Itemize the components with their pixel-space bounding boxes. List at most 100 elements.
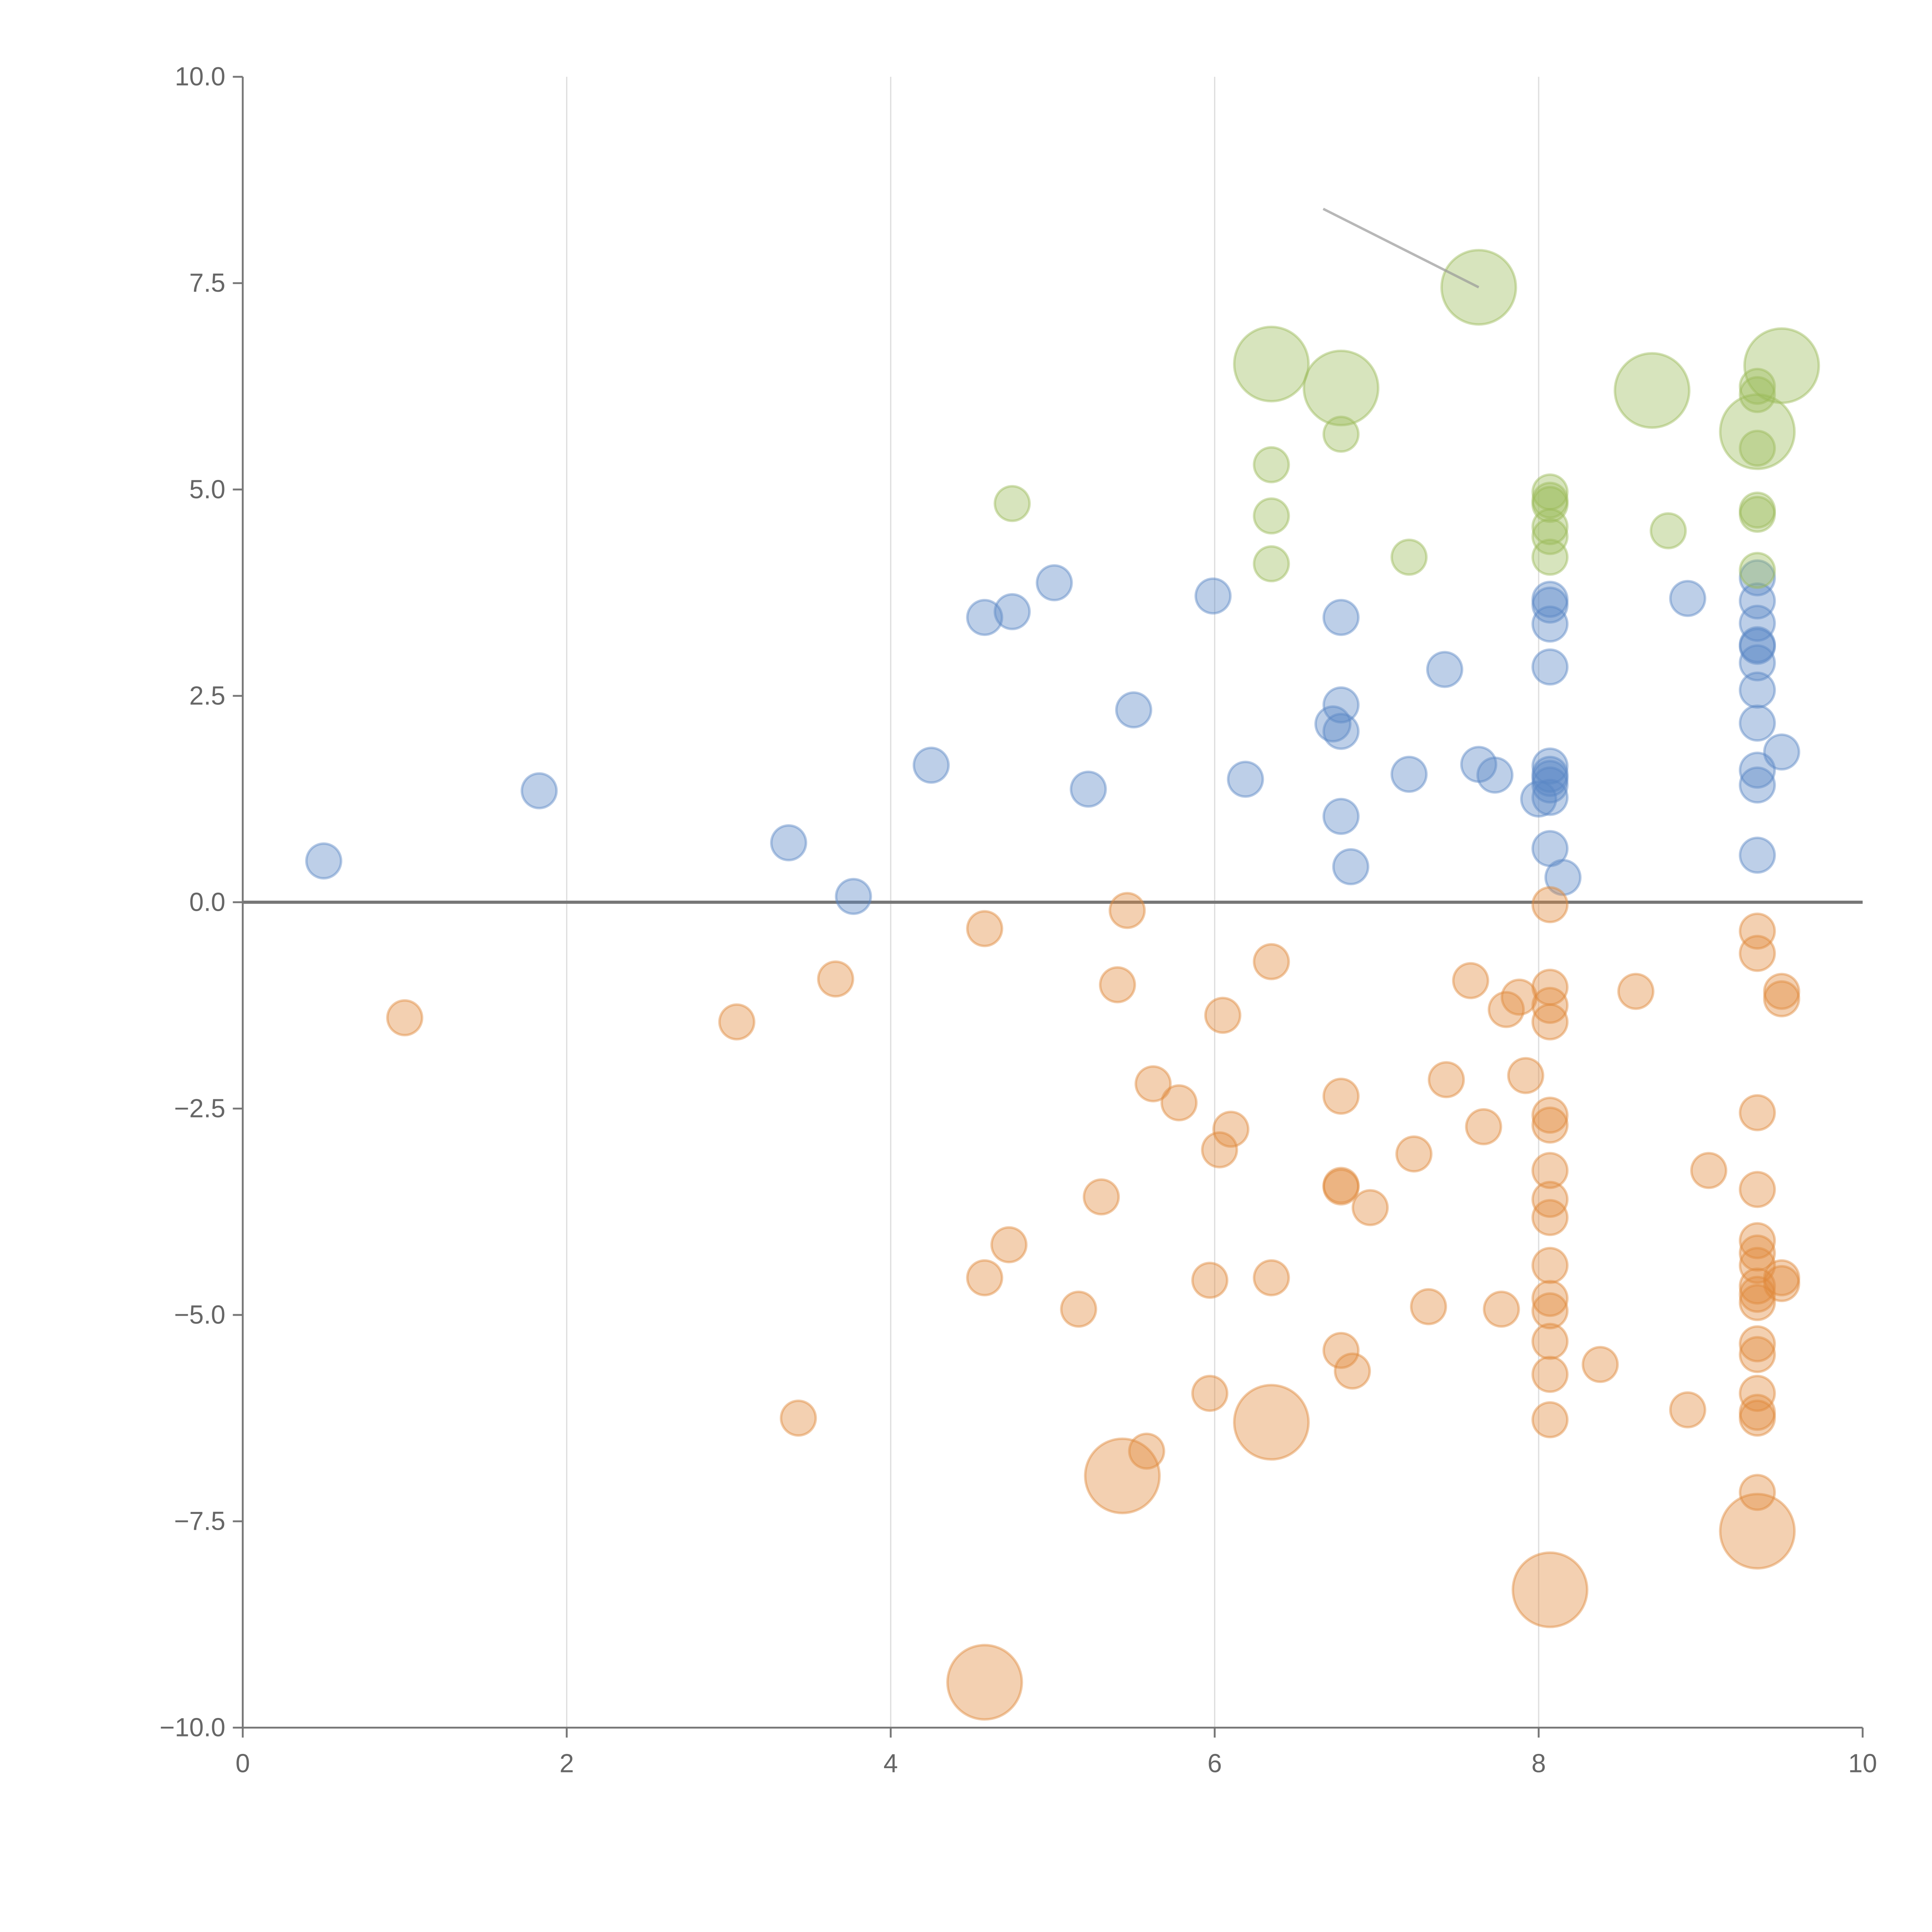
data-points (305, 249, 1820, 1721)
data-point-orange (1690, 1152, 1728, 1189)
data-point-blue (1738, 766, 1776, 804)
data-point-blue (1322, 798, 1360, 835)
data-point-blue (1531, 747, 1569, 785)
data-point-orange (1410, 1288, 1447, 1325)
data-point-green (1738, 492, 1776, 529)
data-point-blue (1036, 564, 1073, 602)
data-point-orange (1531, 1280, 1569, 1317)
data-point-orange (1738, 1094, 1776, 1131)
x-tick-label: 6 (1208, 1749, 1222, 1778)
data-point-green (1253, 446, 1290, 483)
data-point-green (1233, 325, 1310, 403)
data-point-orange (1669, 1391, 1706, 1429)
data-point-green (1303, 349, 1379, 427)
data-point-blue (1738, 644, 1776, 682)
data-point-orange (990, 1226, 1028, 1264)
data-point-green (1531, 473, 1569, 511)
data-point-orange (1738, 1374, 1776, 1412)
data-point-green (1253, 545, 1290, 583)
data-point-orange (1507, 1057, 1544, 1094)
annotations (1323, 207, 1480, 289)
data-point-orange (1191, 1262, 1229, 1299)
x-axis-ticks: 0 2 4 6 8 10 (235, 1728, 1877, 1778)
data-point-orange (1763, 973, 1800, 1010)
data-point-blue (1531, 586, 1569, 624)
data-point-green (1743, 327, 1820, 404)
data-point-orange (1763, 1265, 1800, 1302)
data-point-green (1531, 508, 1569, 546)
data-point-green (1650, 512, 1687, 549)
y-tick-label: −7.5 (174, 1507, 225, 1536)
data-point-orange (1233, 1384, 1310, 1461)
y-tick-label: 5.0 (189, 475, 226, 504)
data-point-blue (1531, 605, 1569, 643)
x-tick-label: 10 (1848, 1749, 1877, 1778)
data-point-orange (1617, 973, 1655, 1010)
data-point-orange (1738, 1276, 1776, 1313)
data-point-blue (1531, 760, 1569, 797)
data-point-green (1738, 495, 1776, 533)
data-point-orange (1512, 1551, 1588, 1628)
data-point-orange (1763, 1259, 1800, 1296)
data-point-orange (780, 1399, 817, 1437)
data-point-blue (966, 599, 1003, 636)
data-point-orange (1738, 1394, 1776, 1431)
data-point-orange (817, 960, 854, 998)
data-point-blue (1738, 626, 1776, 663)
x-tick-label: 8 (1531, 1749, 1546, 1778)
data-point-orange (1738, 1284, 1776, 1321)
data-point-blue (1531, 580, 1569, 618)
data-point-green (1614, 352, 1690, 429)
data-point-orange (1099, 966, 1136, 1003)
data-point-blue (1531, 779, 1569, 816)
data-point-orange (1322, 1332, 1360, 1369)
data-point-blue (1531, 766, 1569, 804)
data-point-orange (1531, 1323, 1569, 1360)
data-point-blue (520, 772, 558, 810)
y-tick-label: 7.5 (189, 269, 226, 298)
data-point-green (1531, 481, 1569, 519)
data-point-blue (1426, 651, 1463, 688)
data-point-orange (1084, 1437, 1161, 1514)
data-point-blue (1531, 830, 1569, 867)
data-point-blue (1227, 760, 1264, 798)
data-point-orange (718, 1003, 755, 1041)
data-point-blue (1738, 559, 1776, 597)
data-point-green (1531, 518, 1569, 555)
data-point-blue (1322, 713, 1360, 750)
data-point-blue (770, 824, 808, 862)
data-point-blue (1314, 705, 1352, 743)
data-point-orange (1738, 1247, 1776, 1284)
data-point-green (1738, 367, 1776, 405)
data-point-orange (966, 1259, 1003, 1296)
data-point-orange (1738, 1267, 1776, 1305)
x-tick-label: 0 (235, 1749, 250, 1778)
data-point-orange (1531, 1292, 1569, 1330)
data-point-orange (1322, 1168, 1360, 1206)
data-point-green (993, 485, 1031, 522)
data-point-blue (1738, 604, 1776, 642)
data-point-blue (305, 842, 342, 880)
data-point-orange (1738, 1234, 1776, 1272)
data-point-blue (835, 878, 872, 915)
data-point-blue (1738, 628, 1776, 665)
data-point-orange (1160, 1084, 1198, 1122)
data-point-orange (1500, 978, 1538, 1016)
data-point-orange (1322, 1077, 1360, 1115)
data-point-orange (1531, 986, 1569, 1024)
data-point-blue (1070, 770, 1107, 808)
data-point-blue (1531, 755, 1569, 793)
data-point-blue (1738, 837, 1776, 874)
data-point-green (1738, 429, 1776, 467)
data-point-blue (912, 747, 950, 784)
data-point-orange (1738, 1474, 1776, 1511)
data-point-orange (1531, 886, 1569, 923)
data-point-orange (1333, 1352, 1371, 1390)
data-point-blue (1669, 580, 1706, 617)
data-point-orange (1531, 968, 1569, 1006)
data-point-orange (1134, 1065, 1172, 1102)
data-point-green (1738, 552, 1776, 589)
data-point-blue (1332, 848, 1369, 886)
data-point-orange (1322, 1167, 1360, 1204)
